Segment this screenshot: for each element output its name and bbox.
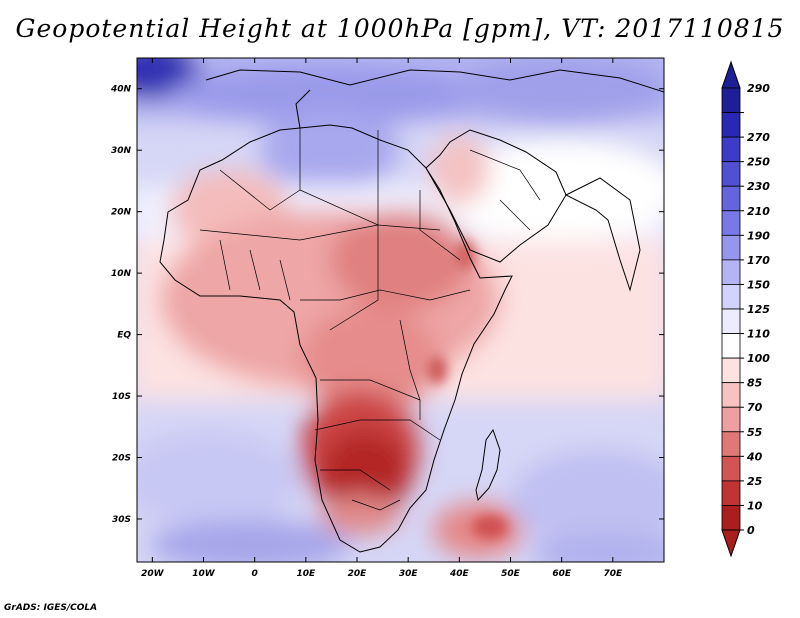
lat-tick-label: 40N	[110, 85, 132, 95]
grads-credit: GrADS: IGES/COLA	[4, 603, 98, 613]
coastlines	[159, 69, 664, 553]
colorbar-label: 10	[747, 499, 763, 512]
colorbar-segment	[721, 284, 741, 310]
colorbar-label: 250	[747, 156, 770, 169]
colorbar-segment	[721, 234, 741, 261]
lon-tick-label: 30E	[399, 569, 419, 579]
colorbar-label: 210	[747, 205, 770, 218]
colorbar-segment	[721, 112, 741, 138]
colorbar-label: 100	[747, 352, 770, 365]
lon-tick-label: 0	[252, 569, 258, 579]
lat-tick-label: 10S	[112, 392, 131, 402]
lon-tick-label: 70E	[603, 569, 623, 579]
colorbar-segment	[721, 136, 741, 163]
colorbar-label: 125	[747, 303, 770, 316]
colorbar-segment	[721, 185, 741, 212]
colorbar-bottom-arrow	[721, 529, 741, 558]
colorbar-top-arrow	[721, 60, 741, 89]
map-title: Geopotential Height at 1000hPa [gpm], VT…	[15, 14, 785, 43]
colorbar: 2902702502302101901701501251101008570554…	[721, 60, 770, 558]
country-borders	[199, 128, 541, 511]
lat-tick-label: 20N	[111, 208, 132, 218]
colorbar-label: 0	[747, 524, 755, 537]
colorbar-segment	[721, 333, 741, 359]
lon-tick-label: 10W	[192, 569, 216, 579]
height-field	[137, 58, 664, 562]
colorbar-segment	[721, 505, 741, 531]
longitude-axis: 20W 10W 0 10E 20E 30E 40E 50E 60E 70E	[141, 58, 623, 579]
lat-tick-label: 20S	[112, 454, 131, 464]
lat-tick-label: 30S	[112, 515, 131, 525]
lon-tick-label: 50E	[501, 569, 521, 579]
lat-tick-label: EQ	[117, 331, 131, 341]
colorbar-segment	[721, 87, 741, 113]
colorbar-label: 230	[747, 180, 770, 193]
colorbar-label: 40	[746, 450, 763, 463]
colorbar-label: 270	[747, 131, 770, 144]
colorbar-label: 150	[747, 278, 770, 291]
colorbar-label: 190	[747, 229, 770, 242]
lat-tick-label: 30N	[111, 146, 132, 156]
latitude-axis: 40N 30N 20N 10N EQ 10S 20S 30S	[110, 85, 664, 525]
colorbar-segment	[721, 480, 741, 506]
map-frame	[136, 57, 665, 563]
colorbar-segment	[721, 357, 741, 384]
colorbar-label: 25	[747, 475, 763, 488]
colorbar-segment	[721, 455, 741, 482]
colorbar-segment	[721, 308, 741, 334]
colorbar-segment	[721, 406, 741, 433]
colorbar-label: 290	[747, 82, 770, 95]
lon-tick-label: 20E	[348, 569, 368, 579]
lat-tick-label: 10N	[111, 269, 132, 279]
colorbar-label: 70	[747, 401, 763, 414]
colorbar-label: 55	[747, 426, 763, 439]
colorbar-segment	[721, 431, 741, 457]
colorbar-label: 110	[747, 328, 770, 341]
colorbar-segment	[721, 259, 741, 285]
colorbar-label: 85	[747, 377, 763, 390]
colorbar-segment	[721, 382, 741, 408]
lon-tick-label: 40E	[449, 569, 470, 579]
lon-tick-label: 10E	[297, 569, 317, 579]
lon-tick-label: 20W	[141, 569, 165, 579]
colorbar-segment	[721, 161, 741, 187]
colorbar-segment	[721, 210, 741, 236]
lon-tick-label: 60E	[552, 569, 572, 579]
colorbar-label: 170	[747, 254, 770, 267]
